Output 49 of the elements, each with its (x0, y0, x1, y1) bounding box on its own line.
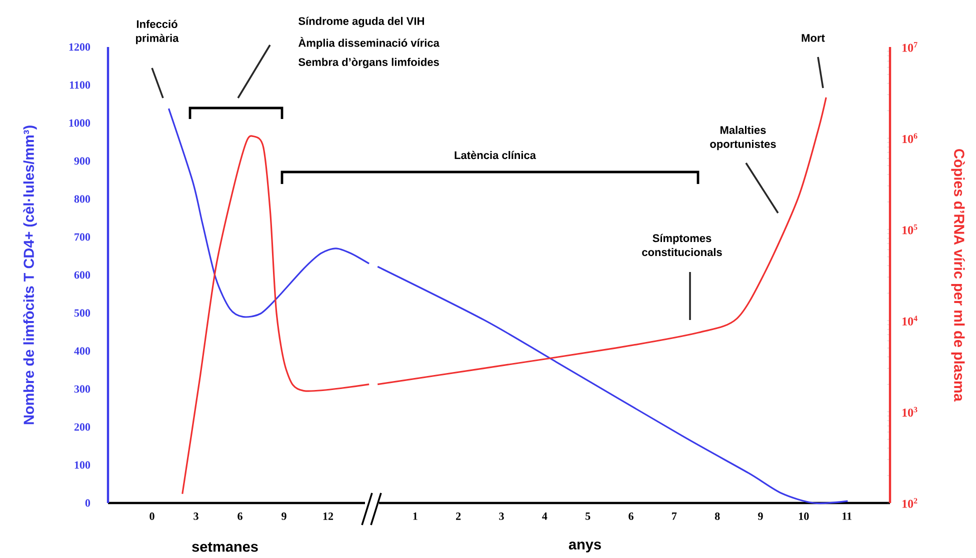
x-tick-label: 2 (456, 512, 461, 520)
annotation: Àmplia disseminació vírica (298, 36, 440, 50)
y-axis-title: Nombre de limfòcits T CD4+ (cèl·lules/mm³) (23, 126, 37, 424)
annotation: Sembra d’òrgans limfoides (298, 58, 439, 68)
y2-tick-label: 10$^{4}$ (902, 316, 918, 326)
text: Infecció primària (136, 20, 179, 44)
y-tick-label: 1000 (69, 119, 90, 127)
y2-tick-label: 10$^{5}$ (902, 224, 918, 234)
y-tick-label: 1200 (69, 43, 90, 51)
x-tick-label: 4 (542, 512, 548, 520)
text: Síndrome aguda del VIH (298, 16, 424, 28)
x-tick-label: 12 (323, 512, 334, 520)
line-series (376, 96, 827, 386)
y-tick-label: 400 (74, 347, 90, 355)
x-tick-label: 6 (628, 512, 634, 520)
annotation: Símptomes constitucionals (642, 234, 722, 256)
annotation: Latència clínica (454, 150, 536, 160)
x-tick-label: 11 (842, 512, 852, 520)
y-tick-label: 300 (74, 385, 90, 393)
y-tick-label: 500 (74, 309, 90, 317)
y2-axis-title: Còpies d’RNA víric per ml de plasma (951, 149, 965, 402)
y-tick-label: 100 (74, 461, 90, 469)
y-tick-label: 600 (74, 271, 90, 279)
x-tick-label: 6 (238, 512, 242, 520)
x-axis-title: anys (568, 542, 601, 552)
y-tick-label: 0 (85, 499, 90, 507)
y2-tick-label: 10$^{2}$ (902, 498, 918, 508)
line-series (168, 108, 370, 318)
y-tick-label: 700 (74, 233, 90, 241)
y-tick-label: 1100 (70, 81, 90, 89)
y2-tick-label: 10$^{6}$ (902, 133, 918, 144)
x-tick-label: 3 (499, 512, 504, 520)
x-tick-label: 9 (758, 512, 763, 520)
x-tick-label: 8 (714, 512, 720, 520)
x-tick-label: 1 (413, 512, 418, 520)
x-tick-label: 10 (799, 512, 809, 520)
y-tick-label: 200 (74, 423, 90, 431)
x-axis-title: setmanes (192, 542, 258, 552)
y-tick-label: 900 (74, 157, 90, 165)
x-tick-label: 5 (586, 512, 590, 520)
x-tick-label: 3 (194, 512, 198, 520)
text: Mort (802, 34, 825, 42)
y2-tick-label: 10$^{7}$ (902, 42, 918, 52)
annotation: Malalties oportunistes (710, 126, 776, 150)
y2-tick-label: 10$^{3}$ (902, 406, 918, 417)
x-tick-label: 0 (150, 512, 154, 520)
x-tick-label: 9 (282, 512, 286, 520)
x-tick-label: 7 (672, 512, 677, 520)
y-tick-label: 800 (74, 195, 90, 203)
